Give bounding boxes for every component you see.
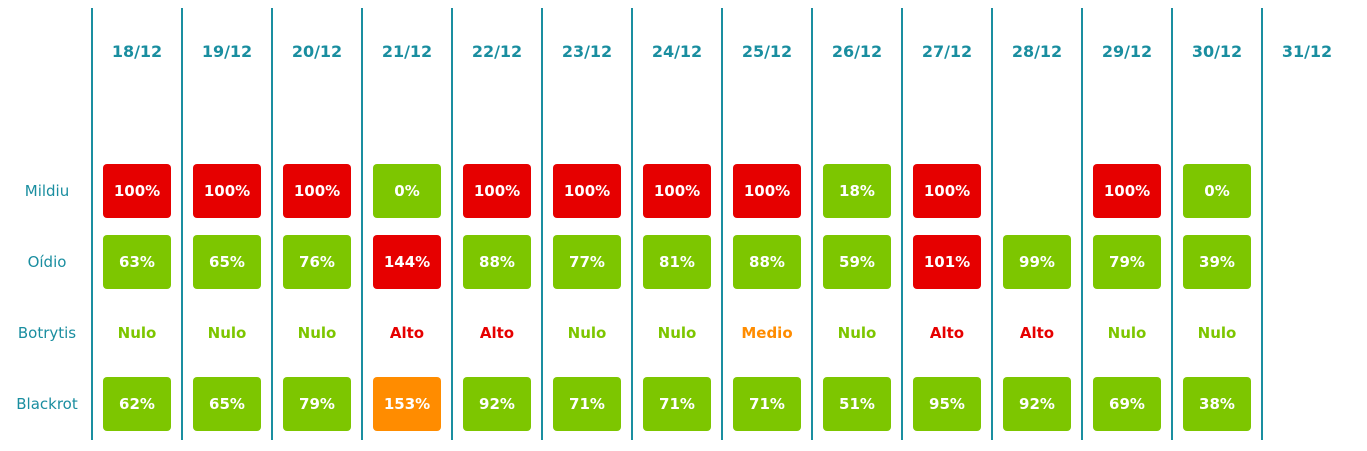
risk-cell: 144% — [373, 235, 441, 289]
column-divider — [811, 8, 813, 440]
column-divider — [991, 8, 993, 440]
column-divider — [1081, 8, 1083, 440]
risk-cell: 0% — [1183, 164, 1251, 218]
risk-cell: 69% — [1093, 377, 1161, 431]
column-divider — [721, 8, 723, 440]
date-header: 22/12 — [471, 42, 523, 61]
risk-level: Alto — [479, 324, 515, 342]
risk-cell: 153% — [373, 377, 441, 431]
date-header: 28/12 — [1011, 42, 1063, 61]
risk-cell: 100% — [103, 164, 171, 218]
column-divider — [181, 8, 183, 440]
risk-cell: 81% — [643, 235, 711, 289]
risk-cell: 51% — [823, 377, 891, 431]
risk-cell: 92% — [463, 377, 531, 431]
risk-level: Nulo — [567, 324, 607, 342]
date-header: 23/12 — [561, 42, 613, 61]
risk-cell: 39% — [1183, 235, 1251, 289]
date-header: 19/12 — [201, 42, 253, 61]
date-header: 26/12 — [831, 42, 883, 61]
date-header: 21/12 — [381, 42, 433, 61]
risk-cell: 92% — [1003, 377, 1071, 431]
risk-cell: 71% — [643, 377, 711, 431]
row-label: Blackrot — [16, 395, 78, 413]
date-header: 20/12 — [291, 42, 343, 61]
column-divider — [451, 8, 453, 440]
risk-cell: 0% — [373, 164, 441, 218]
risk-cell: 79% — [1093, 235, 1161, 289]
column-divider — [901, 8, 903, 440]
risk-cell: 59% — [823, 235, 891, 289]
risk-cell: 100% — [1093, 164, 1161, 218]
risk-level: Alto — [389, 324, 425, 342]
risk-cell: 95% — [913, 377, 981, 431]
risk-cell: 100% — [463, 164, 531, 218]
risk-cell: 100% — [733, 164, 801, 218]
risk-cell: 88% — [463, 235, 531, 289]
risk-level: Nulo — [297, 324, 337, 342]
risk-cell: 100% — [553, 164, 621, 218]
risk-cell: 100% — [193, 164, 261, 218]
risk-level: Nulo — [207, 324, 247, 342]
date-header: 24/12 — [651, 42, 703, 61]
risk-cell: 65% — [193, 235, 261, 289]
risk-cell: 71% — [553, 377, 621, 431]
risk-cell: 99% — [1003, 235, 1071, 289]
risk-cell: 100% — [283, 164, 351, 218]
risk-cell: 62% — [103, 377, 171, 431]
date-header: 30/12 — [1191, 42, 1243, 61]
risk-cell: 38% — [1183, 377, 1251, 431]
risk-level: Medio — [741, 324, 793, 342]
risk-cell: 101% — [913, 235, 981, 289]
column-divider — [541, 8, 543, 440]
date-header: 29/12 — [1101, 42, 1153, 61]
column-divider — [361, 8, 363, 440]
risk-cell: 100% — [913, 164, 981, 218]
risk-cell: 63% — [103, 235, 171, 289]
column-divider — [271, 8, 273, 440]
risk-cell: 18% — [823, 164, 891, 218]
risk-cell: 71% — [733, 377, 801, 431]
risk-level: Nulo — [657, 324, 697, 342]
risk-level: Nulo — [1197, 324, 1237, 342]
column-divider — [631, 8, 633, 440]
row-label: Mildiu — [24, 182, 70, 200]
risk-cell: 77% — [553, 235, 621, 289]
risk-level: Alto — [929, 324, 965, 342]
risk-cell: 76% — [283, 235, 351, 289]
risk-cell: 88% — [733, 235, 801, 289]
risk-level: Alto — [1019, 324, 1055, 342]
column-divider — [1171, 8, 1173, 440]
risk-cell: 100% — [643, 164, 711, 218]
date-header: 18/12 — [111, 42, 163, 61]
column-divider — [91, 8, 93, 440]
date-header: 31/12 — [1281, 42, 1333, 61]
date-header: 25/12 — [741, 42, 793, 61]
risk-level: Nulo — [117, 324, 157, 342]
risk-level: Nulo — [1107, 324, 1147, 342]
risk-cell: 65% — [193, 377, 261, 431]
column-divider — [1261, 8, 1263, 440]
risk-level: Nulo — [837, 324, 877, 342]
row-label: Botrytis — [17, 324, 77, 342]
date-header: 27/12 — [921, 42, 973, 61]
risk-cell: 79% — [283, 377, 351, 431]
row-label: Oídio — [27, 253, 67, 271]
